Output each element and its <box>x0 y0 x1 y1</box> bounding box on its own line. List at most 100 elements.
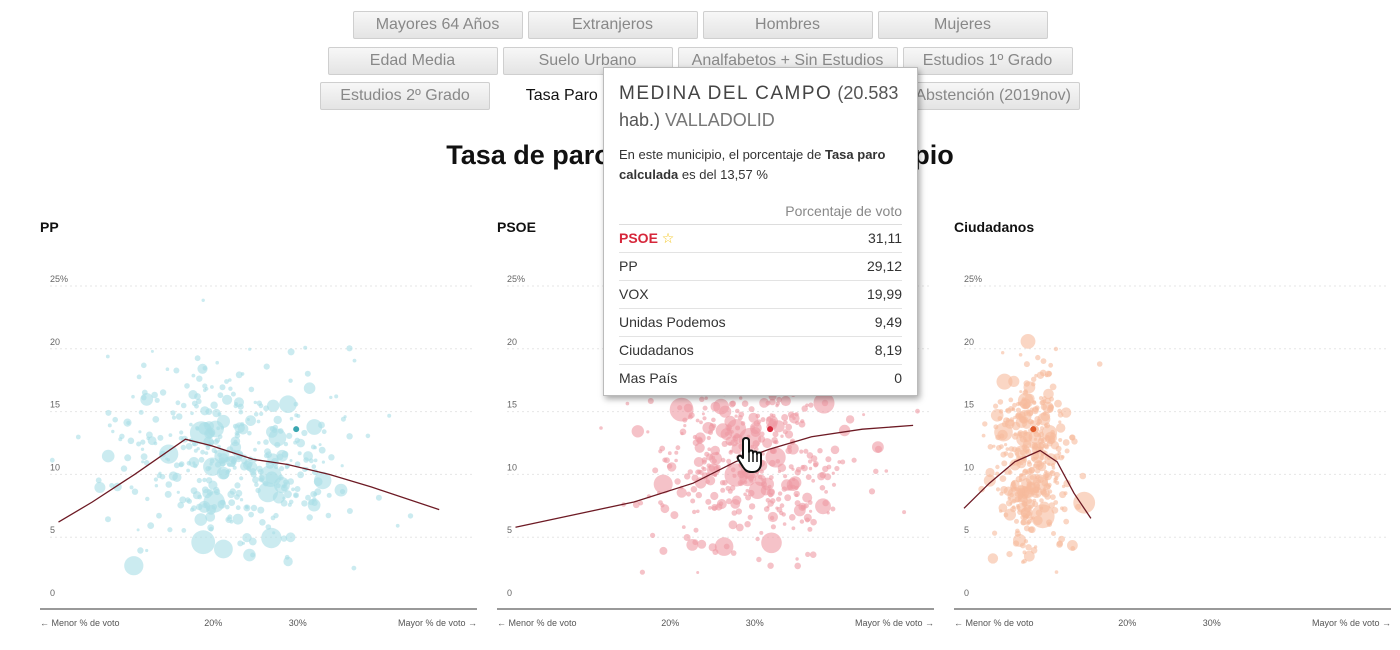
highlight-point <box>1030 426 1037 433</box>
data-point <box>105 516 111 523</box>
data-point <box>237 403 244 410</box>
data-point <box>734 437 739 442</box>
data-point <box>782 522 787 526</box>
data-point <box>752 440 760 447</box>
data-point <box>788 476 802 489</box>
data-point <box>759 431 765 437</box>
data-point <box>200 449 206 455</box>
data-point <box>831 471 835 475</box>
data-point <box>694 442 705 453</box>
highlight-point <box>293 426 300 433</box>
filter-button-edad-media[interactable]: Edad Media <box>327 47 498 75</box>
data-point <box>289 459 293 462</box>
table-row: PP 29,12 <box>619 252 902 281</box>
data-point <box>329 395 333 400</box>
data-point <box>185 443 193 450</box>
data-point <box>660 504 670 514</box>
filter-button-mujeres[interactable]: Mujeres <box>877 11 1048 39</box>
data-point <box>256 465 263 472</box>
data-point <box>659 546 668 555</box>
description-variable: Tasa paro calculada <box>619 147 886 182</box>
chart-svg: 0 5 10 15 20 25% ← Menor % de voto Mayor % de v… <box>954 274 1391 628</box>
data-point <box>270 515 276 521</box>
data-point <box>999 475 1007 482</box>
data-point <box>1026 461 1033 467</box>
data-point <box>1044 476 1049 481</box>
y-tick-label: 15 <box>964 400 974 410</box>
data-point <box>1035 354 1041 361</box>
filter-button-estudios-1[interactable]: Estudios 1º Grado <box>902 47 1073 75</box>
data-point <box>124 556 144 576</box>
data-point <box>167 527 173 533</box>
data-point <box>228 378 232 382</box>
data-point <box>248 347 252 351</box>
table-row: Unidas Podemos 9,49 <box>619 308 902 337</box>
data-point <box>794 500 801 507</box>
data-point <box>137 547 144 554</box>
data-point <box>1060 407 1072 418</box>
data-point <box>1011 407 1016 412</box>
filter-button-extranjeros[interactable]: Extranjeros <box>527 11 698 39</box>
data-point <box>995 487 1001 492</box>
filter-button-mayores-64[interactable]: Mayores 64 Años <box>352 11 523 39</box>
data-point <box>283 441 289 447</box>
data-point <box>228 386 233 391</box>
data-point <box>794 562 801 570</box>
data-point <box>205 512 216 522</box>
data-point <box>253 400 257 405</box>
data-point <box>306 419 323 435</box>
data-point <box>150 349 154 353</box>
data-point <box>211 447 217 453</box>
trend-line <box>515 424 914 528</box>
data-point <box>1026 511 1032 517</box>
data-point <box>253 447 257 452</box>
filter-button-abstencion[interactable]: e Abstención (2019nov) <box>910 82 1080 110</box>
data-point <box>222 394 233 405</box>
data-point <box>1001 351 1005 355</box>
data-point <box>679 428 687 436</box>
data-point <box>303 382 316 394</box>
data-point <box>238 409 244 415</box>
filter-button-estudios-2[interactable]: Estudios 2º Grado <box>320 82 490 110</box>
data-point <box>632 501 640 509</box>
data-point <box>279 395 297 413</box>
data-point <box>813 461 819 467</box>
y-tick-label: 25% <box>50 274 68 284</box>
data-point <box>1026 482 1036 493</box>
data-point <box>184 383 190 389</box>
data-point <box>1056 423 1066 433</box>
data-point <box>253 412 259 417</box>
data-point <box>715 503 723 511</box>
data-point <box>258 477 264 483</box>
data-point <box>1008 397 1014 403</box>
data-point <box>1051 531 1056 536</box>
data-point <box>726 498 732 505</box>
data-point <box>692 509 697 515</box>
data-point <box>830 445 840 455</box>
data-point <box>254 482 259 488</box>
data-point <box>346 433 353 440</box>
x-axis-label-right: Mayor % de voto → <box>1312 618 1391 628</box>
data-point <box>1009 501 1013 505</box>
data-point <box>217 500 227 509</box>
data-point <box>321 460 325 464</box>
data-point <box>321 429 327 435</box>
data-point <box>693 527 699 533</box>
data-point <box>233 439 238 444</box>
data-point <box>1057 451 1062 456</box>
data-point <box>279 466 285 472</box>
filter-button-hombres[interactable]: Hombres <box>702 11 873 39</box>
data-point <box>753 446 759 452</box>
data-point <box>185 497 191 503</box>
data-point <box>1059 491 1067 499</box>
x-axis-label-right: Mayor % de voto → <box>398 618 477 628</box>
data-point <box>257 482 278 503</box>
data-point <box>824 490 828 494</box>
data-point <box>780 395 791 407</box>
data-point <box>730 499 741 509</box>
data-point <box>1064 448 1070 454</box>
data-point <box>1007 496 1011 501</box>
data-point <box>205 408 213 415</box>
data-point <box>1029 516 1033 521</box>
vote-table: Porcentaje de voto PSOE ☆ 31,11 PP 29,12 … <box>619 199 902 392</box>
